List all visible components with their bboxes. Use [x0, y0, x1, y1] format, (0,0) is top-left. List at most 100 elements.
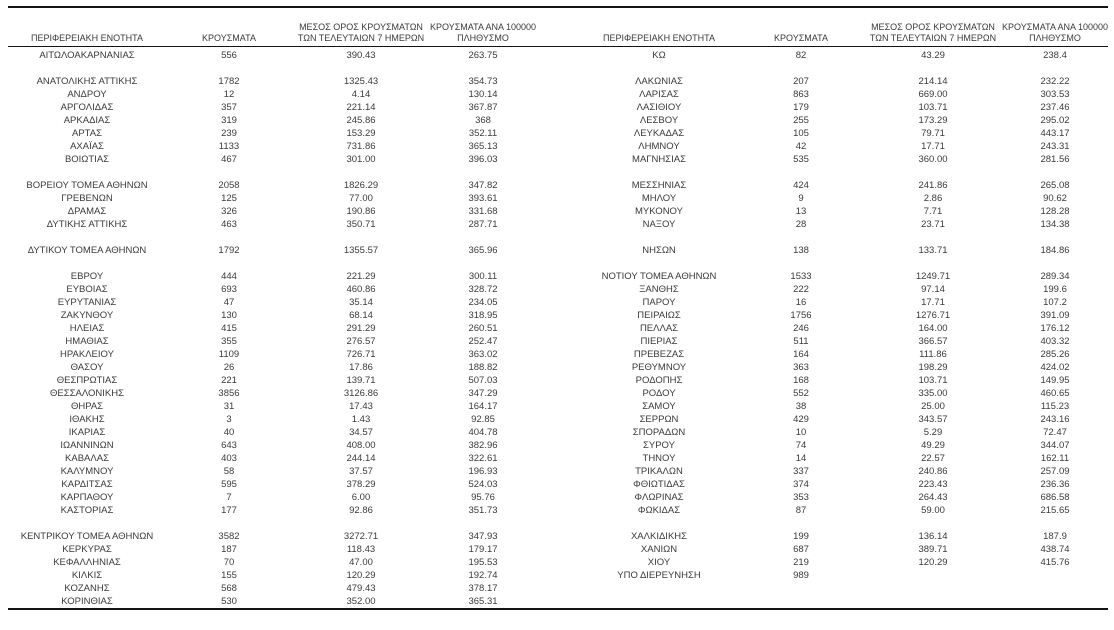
- table-row: ΕΒΡΟΥ 444 221.29 300.11 ΝΟΤΙΟΥ ΤΟΜΕΑ ΑΘΗΝΩΝ 1…: [8, 270, 1108, 283]
- avg7days-cell: 25.00: [921, 401, 945, 412]
- header-per100k-right: ΚΡΟΥΣΜΑΤΑ ΑΝΑ 100000 ΠΛΗΘΥΣΜΟ: [1002, 7, 1108, 47]
- column-gap: [536, 205, 580, 218]
- avg7days-cell: [864, 231, 1002, 244]
- cases-cell: 556: [221, 50, 237, 61]
- avg7days-cell: 276.57: [346, 336, 376, 347]
- column-gap: [536, 387, 580, 400]
- column-gap: [536, 530, 580, 543]
- table-row: ΚΑΣΤΟΡΙΑΣ 177 92.86 351.73 ΦΩΚΙΔΑΣ 87 59.00 215…: [8, 504, 1108, 517]
- per100k-cell: 347.29: [468, 388, 498, 399]
- avg7days-cell: 1276.71: [915, 310, 951, 321]
- per100k-cell: 265.08: [1040, 180, 1070, 191]
- table-row: ΑΧΑΪΑΣ 1133 731.86 365.13 ΛΗΜΝΟΥ 42 17.71 243.3…: [8, 140, 1108, 153]
- avg7days-cell: 118.43: [346, 544, 376, 555]
- region-cell: ΕΒΡΟΥ: [70, 271, 104, 282]
- avg7days-cell: 133.71: [918, 245, 948, 256]
- cases-cell: 989: [793, 570, 809, 581]
- per100k-cell: 460.65: [1040, 388, 1070, 399]
- avg7days-cell: 1826.29: [343, 180, 379, 191]
- cases-cell: [738, 582, 864, 595]
- column-gap: [536, 257, 580, 270]
- per100k-cell: 263.75: [468, 50, 498, 61]
- cases-cell: 14: [795, 453, 807, 464]
- region-cell: ΑΧΑΪΑΣ: [70, 141, 104, 152]
- region-cell: [580, 582, 738, 595]
- region-cell: ΙΩΑΝΝΙΝΩΝ: [60, 440, 114, 451]
- cases-cell: 138: [793, 245, 809, 256]
- cases-cell: 530: [221, 596, 237, 607]
- cases-cell: 221: [221, 375, 237, 386]
- cases-cell: 105: [793, 128, 809, 139]
- table-row: ΘΑΣΟΥ 26 17.86 188.82 ΡΕΘΥΜΝΟΥ 363 198.29 424.0…: [8, 361, 1108, 374]
- per100k-cell: [1002, 62, 1108, 75]
- cases-cell: 1792: [218, 245, 240, 256]
- region-cell: ΚΑΡΔΙΤΣΑΣ: [61, 479, 113, 490]
- region-cell: ΗΛΕΙΑΣ: [69, 323, 105, 334]
- region-cell: ΝΗΣΩΝ: [642, 245, 676, 256]
- cases-cell: 326: [221, 206, 237, 217]
- per100k-cell: 179.17: [468, 544, 498, 555]
- avg7days-cell: 198.29: [918, 362, 948, 373]
- cases-cell: 1109: [218, 349, 240, 360]
- region-cell: ΦΘΙΩΤΙΔΑΣ: [633, 479, 685, 490]
- per100k-cell: 363.02: [468, 349, 498, 360]
- avg7days-cell: 77.00: [349, 193, 373, 204]
- region-cell: ΜΑΓΝΗΣΙΑΣ: [632, 154, 686, 165]
- cases-cell: 687: [793, 544, 809, 555]
- region-cell: ΣΕΡΡΩΝ: [639, 414, 679, 425]
- region-cell: ΛΑΚΩΝΙΑΣ: [635, 76, 683, 87]
- avg7days-cell: 352.00: [346, 596, 376, 607]
- per100k-cell: 72.47: [1043, 427, 1067, 438]
- column-gap: [536, 270, 580, 283]
- per100k-cell: 196.93: [468, 466, 498, 477]
- cases-cell: 353: [793, 492, 809, 503]
- column-gap: [536, 283, 580, 296]
- region-cell: ΣΥΡΟΥ: [643, 440, 675, 451]
- table-row: ΒΟΡΕΙΟΥ ΤΟΜΕΑ ΑΘΗΝΩΝ 2058 1826.29 347.82 ΜΕΣ…: [8, 179, 1108, 192]
- table-row: ΑΙΤΩΛΟΑΚΑΡΝΑΝΙΑΣ 556 390.43 263.75 ΚΩ 82 43.29…: [8, 47, 1108, 63]
- cases-cell: 337: [793, 466, 809, 477]
- per100k-cell: [430, 231, 536, 244]
- region-cell: [8, 231, 166, 244]
- per100k-cell: 391.09: [1040, 310, 1070, 321]
- cases-cell: 319: [221, 115, 237, 126]
- cases-cell: [166, 231, 292, 244]
- avg7days-cell: 1249.71: [915, 271, 951, 282]
- table-row: ΚΑΡΔΙΤΣΑΣ 595 378.29 524.03 ΦΘΙΩΤΙΔΑΣ 374 223.…: [8, 478, 1108, 491]
- column-gap: [536, 140, 580, 153]
- avg7days-cell: 264.43: [918, 492, 948, 503]
- table-row: ΚΙΛΚΙΣ 155 120.29 192.74 ΥΠΟ ΔΙΕΡΕΥΝΗΣΗ 989: [8, 569, 1108, 582]
- per100k-cell: 115.23: [1040, 401, 1070, 412]
- region-cell: [8, 62, 166, 75]
- region-cell: ΛΑΡΙΣΑΣ: [639, 89, 679, 100]
- per100k-cell: 287.71: [468, 219, 498, 230]
- per100k-cell: 236.36: [1040, 479, 1070, 490]
- avg7days-cell: [864, 62, 1002, 75]
- per100k-cell: 365.31: [468, 596, 498, 607]
- per100k-cell: 184.86: [1040, 245, 1070, 256]
- cases-cell: 177: [221, 505, 237, 516]
- avg7days-cell: 3272.71: [343, 531, 379, 542]
- per100k-cell: 378.17: [468, 583, 498, 594]
- avg7days-cell: [864, 166, 1002, 179]
- per100k-cell: [1002, 517, 1108, 530]
- avg7days-cell: 79.71: [921, 128, 945, 139]
- per100k-cell: 347.93: [468, 531, 498, 542]
- per100k-cell: 686.58: [1040, 492, 1070, 503]
- column-gap: [536, 231, 580, 244]
- per100k-cell: 365.13: [468, 141, 498, 152]
- region-cell: ΛΑΣΙΘΙΟΥ: [636, 102, 682, 113]
- region-cell: ΚΕΦΑΛΛΗΝΙΑΣ: [53, 557, 121, 568]
- column-gap: [536, 504, 580, 517]
- header-cases-right: ΚΡΟΥΣΜΑΤΑ: [738, 7, 864, 47]
- per100k-cell: [1002, 166, 1108, 179]
- avg7days-cell: 139.71: [346, 375, 376, 386]
- region-cell: ΡΕΘΥΜΝΟΥ: [631, 362, 687, 373]
- avg7days-cell: [292, 257, 430, 270]
- cases-cell: [166, 257, 292, 270]
- region-cell: [8, 257, 166, 270]
- cases-cell: 70: [223, 557, 235, 568]
- per100k-cell: 149.95: [1040, 375, 1070, 386]
- per100k-cell: 382.96: [468, 440, 498, 451]
- cases-cell: 3856: [218, 388, 240, 399]
